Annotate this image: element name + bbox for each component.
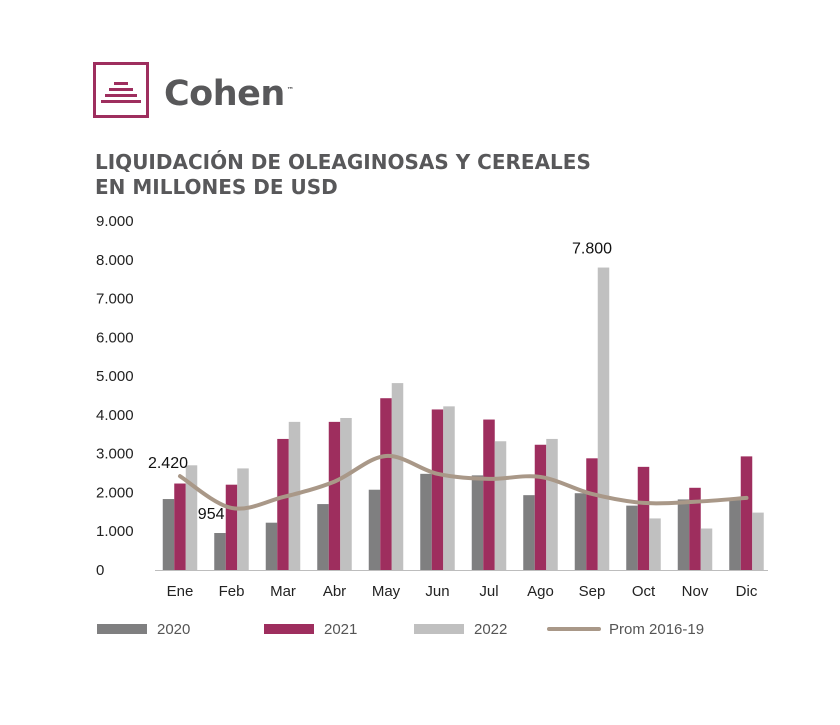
x-tick-label: Abr bbox=[323, 583, 346, 600]
bar-2021-feb bbox=[225, 484, 238, 570]
bar-2020-ago bbox=[523, 495, 535, 570]
bar-2022-ago bbox=[546, 438, 558, 570]
legend-label: 2022 bbox=[474, 621, 507, 638]
bar-2021-jun bbox=[431, 409, 444, 570]
y-tick-label: 7.000 bbox=[96, 291, 134, 308]
bar-2020-jun bbox=[420, 473, 432, 570]
bar-2021-abr bbox=[328, 421, 341, 570]
y-tick-label: 6.000 bbox=[96, 329, 134, 346]
average-line-path bbox=[178, 453, 749, 511]
y-tick-label: 3.000 bbox=[96, 446, 134, 463]
y-tick-label: 0 bbox=[96, 562, 104, 579]
legend-label: 2020 bbox=[157, 621, 190, 638]
y-tick-label: 4.000 bbox=[96, 407, 134, 424]
bar-2022-nov bbox=[700, 528, 713, 570]
bar-2020-dic bbox=[729, 499, 741, 570]
chart-title-line-1: LIQUIDACIÓN DE OLEAGINOSAS Y CEREALES bbox=[95, 150, 591, 174]
x-tick-label: Nov bbox=[682, 583, 709, 600]
x-axis: Ene Feb Mar Abr May Jun Jul Ago Sep Oct Nov Dic bbox=[155, 570, 768, 600]
bar-2022-may bbox=[391, 383, 404, 570]
legend-swatch-2022 bbox=[414, 624, 464, 634]
x-tick-label: Ago bbox=[527, 583, 554, 600]
bar-2020-mar bbox=[265, 522, 278, 570]
bar-2020-nov bbox=[677, 499, 690, 570]
data-label: 7.800 bbox=[572, 241, 612, 258]
bar-2022-feb bbox=[237, 468, 249, 570]
legend: 2020 2021 2022 Prom 2016-19 bbox=[97, 621, 704, 638]
brand-name: Cohen ™ bbox=[164, 74, 294, 114]
bar-2020-sep bbox=[574, 493, 587, 570]
brand-text: Cohen bbox=[164, 74, 285, 114]
x-tick-label: Dic bbox=[736, 583, 758, 600]
legend-label: 2021 bbox=[324, 621, 357, 638]
bar-2021-jul bbox=[483, 419, 495, 570]
y-tick-label: 1.000 bbox=[96, 523, 134, 540]
bar-2020-may bbox=[368, 489, 381, 570]
legend-label: Prom 2016-19 bbox=[609, 621, 704, 638]
bar-series bbox=[162, 267, 764, 570]
bar-2022-jul bbox=[494, 441, 507, 570]
data-labels: 2.420 954 7.800 bbox=[148, 241, 612, 523]
bar-2021-oct bbox=[637, 466, 650, 570]
y-tick-label: 5.000 bbox=[96, 368, 134, 385]
bar-2020-jul bbox=[471, 475, 484, 570]
bar-2021-ago bbox=[534, 444, 547, 570]
y-tick-label: 2.000 bbox=[96, 484, 134, 501]
bar-2022-abr bbox=[340, 417, 352, 570]
bar-2022-sep bbox=[597, 267, 610, 570]
x-tick-label: May bbox=[372, 583, 401, 600]
x-tick-label: Jul bbox=[479, 583, 498, 600]
bar-2021-ene bbox=[174, 483, 186, 570]
bar-2020-feb bbox=[214, 533, 226, 570]
chart-title-line-2: EN MILLONES DE USD bbox=[95, 175, 338, 199]
y-axis: 0 1.000 2.000 3.000 4.000 5.000 6.000 7.000 8.00… bbox=[96, 213, 134, 579]
x-tick-label: Oct bbox=[632, 583, 656, 600]
brand-trademark: ™ bbox=[286, 86, 294, 94]
bar-2022-jun bbox=[443, 406, 455, 570]
data-label: 2.420 bbox=[148, 455, 188, 472]
average-line bbox=[178, 453, 749, 511]
bar-2021-sep bbox=[586, 458, 598, 570]
bar-2022-ene bbox=[185, 465, 198, 570]
bar-2020-abr bbox=[317, 504, 329, 570]
x-tick-label: Jun bbox=[425, 583, 449, 600]
legend-swatch-2020 bbox=[97, 624, 147, 634]
cohen-logo-icon bbox=[93, 62, 149, 118]
y-tick-label: 8.000 bbox=[96, 252, 134, 269]
bar-2021-nov bbox=[689, 487, 701, 570]
bar-2022-oct bbox=[649, 518, 661, 570]
x-tick-label: Sep bbox=[579, 583, 606, 600]
bar-2020-ene bbox=[162, 499, 175, 570]
x-tick-label: Ene bbox=[167, 583, 194, 600]
data-label: 954 bbox=[198, 506, 225, 523]
y-tick-label: 9.000 bbox=[96, 213, 134, 230]
x-tick-label: Feb bbox=[219, 583, 245, 600]
chart-title: LIQUIDACIÓN DE OLEAGINOSAS Y CEREALES EN… bbox=[95, 150, 591, 200]
legend-swatch-2021 bbox=[264, 624, 314, 634]
bar-2021-may bbox=[380, 398, 392, 570]
bar-2020-oct bbox=[626, 505, 638, 570]
bar-2022-dic bbox=[752, 512, 764, 570]
bar-2021-mar bbox=[277, 438, 289, 570]
bar-2021-dic bbox=[740, 456, 753, 570]
x-tick-label: Mar bbox=[270, 583, 296, 600]
